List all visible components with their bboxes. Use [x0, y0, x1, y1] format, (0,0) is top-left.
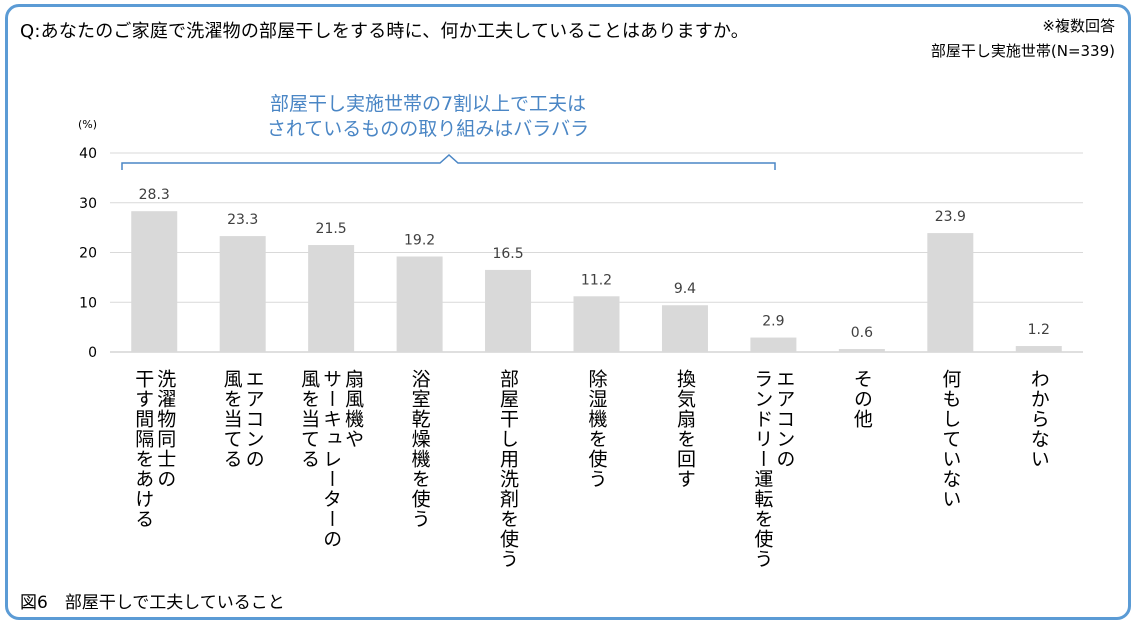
- figure-caption: 図6 部屋干しで工夫していること: [20, 593, 285, 613]
- category-label: 部屋干し用洗剤を使う: [497, 369, 519, 569]
- bar: [838, 349, 885, 352]
- data-label: 19.2: [404, 232, 435, 248]
- data-label: 1.2: [1028, 322, 1050, 338]
- bar: [927, 233, 974, 352]
- callout-line-2: されているものの取り組みはバラバラ: [266, 118, 590, 140]
- category-label: 除湿機を使う: [586, 369, 608, 489]
- bar: [396, 256, 443, 352]
- bar: [573, 296, 620, 352]
- category-label: 干す間隔をあける: [132, 369, 154, 529]
- category-label: 扇風機や: [342, 369, 364, 449]
- data-label: 23.3: [227, 212, 258, 228]
- category-label: 浴室乾燥機を使う: [409, 369, 431, 529]
- bar: [485, 269, 532, 352]
- y-tick-label: 40: [79, 146, 97, 162]
- data-label: 2.9: [762, 314, 784, 330]
- category-label: 洗濯物同士の: [154, 369, 176, 489]
- category-label: エアコンの: [773, 369, 795, 469]
- category-label: 何もしていない: [939, 369, 961, 509]
- bar: [1015, 346, 1062, 352]
- survey-question: Q:あなたのご家庭で洗濯物の部屋干しをする時に、何か工夫していることはありますか…: [20, 21, 749, 42]
- category-label: ランドリー運転を使う: [751, 369, 773, 569]
- category-label: 換気扇を回す: [674, 369, 696, 489]
- sample-base-note: 部屋干し実施世帯(N=339): [930, 42, 1115, 60]
- category-label: わからない: [1028, 369, 1050, 469]
- category-label: 風を当てる: [221, 369, 243, 469]
- data-label: 11.2: [581, 272, 612, 288]
- bar: [131, 211, 178, 352]
- y-tick-label: 30: [79, 196, 97, 212]
- callout-line-1: 部屋干し実施世帯の7割以上で工夫は: [269, 93, 587, 115]
- multiple-answer-note: ※複数回答: [1042, 17, 1115, 35]
- data-label: 16.5: [492, 246, 523, 262]
- y-tick-label: 10: [79, 295, 97, 311]
- callout-bracket: [121, 153, 776, 170]
- y-tick-label: 0: [88, 345, 97, 361]
- y-axis-unit: (%): [78, 118, 98, 131]
- bar: [661, 305, 708, 352]
- data-label: 28.3: [139, 187, 170, 203]
- category-label: 風を当てる: [298, 369, 320, 469]
- category-label: サーキュレーターの: [320, 369, 342, 549]
- data-label: 9.4: [674, 281, 696, 297]
- category-label: エアコンの: [243, 369, 265, 469]
- category-label: その他: [851, 369, 873, 429]
- data-label: 21.5: [316, 221, 347, 237]
- data-label: 0.6: [851, 325, 873, 341]
- bar: [308, 245, 355, 352]
- bar: [219, 236, 266, 352]
- bar: [750, 337, 797, 352]
- data-label: 23.9: [935, 209, 966, 225]
- y-tick-label: 20: [79, 246, 97, 262]
